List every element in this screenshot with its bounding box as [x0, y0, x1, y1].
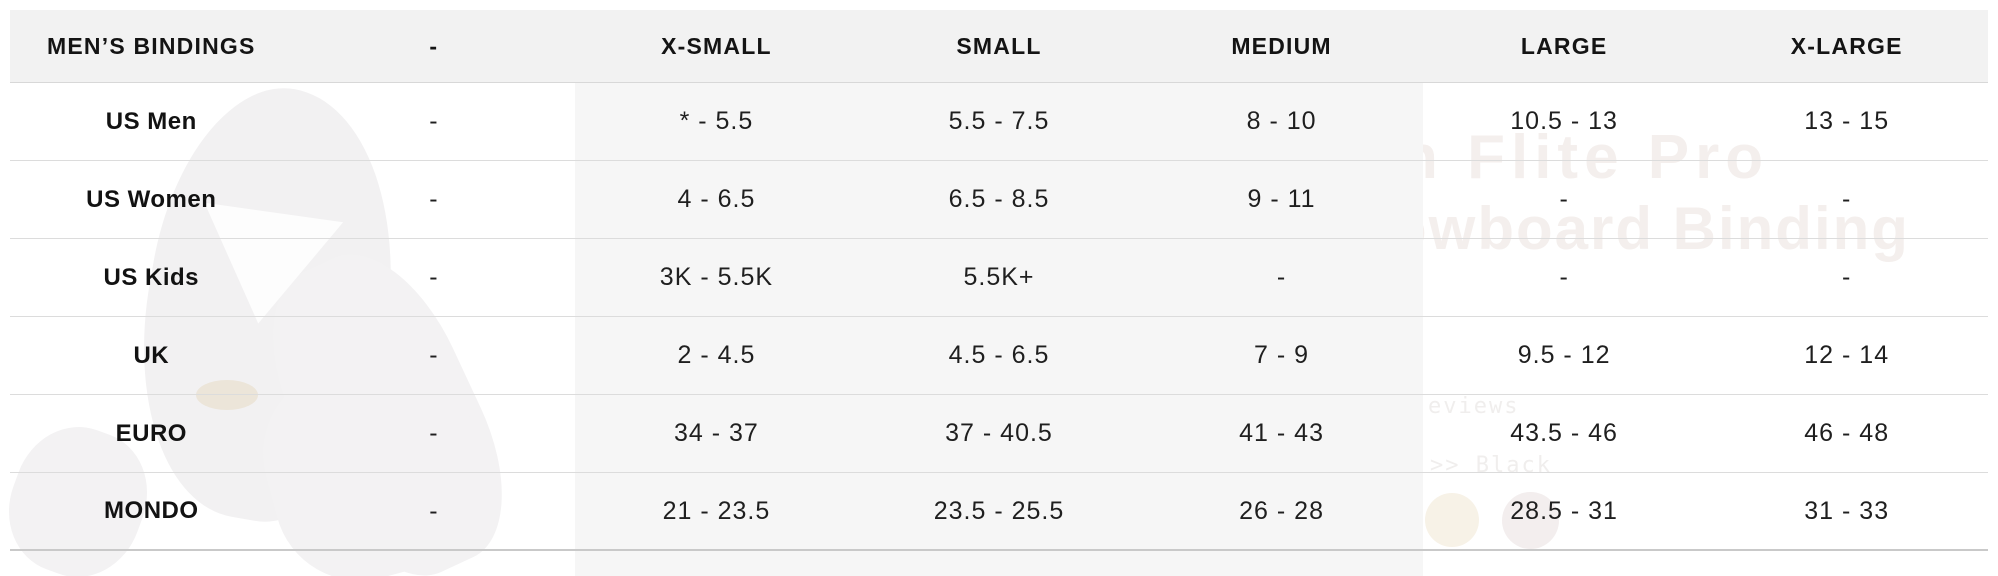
table-row-uk: UK - 2 - 4.5 4.5 - 6.5 7 - 9 9.5 - 12 12 - 14	[10, 317, 1988, 395]
size-cell: * - 5.5	[575, 83, 858, 160]
size-cell: 13 - 15	[1804, 107, 1890, 135]
empty-cell	[10, 551, 293, 576]
size-cell: 9 - 11	[1140, 161, 1423, 238]
size-cell: -	[429, 496, 439, 525]
size-cell: 5.5 - 7.5	[857, 83, 1141, 160]
column-header-small: SMALL	[956, 32, 1042, 59]
table-row-euro: EURO - 34 - 37 37 - 40.5 41 - 43 43.5 - 46 46 …	[10, 395, 1988, 473]
size-cell: -	[429, 341, 439, 369]
size-cell: -	[1559, 263, 1569, 291]
size-cell: 7 - 9	[1140, 317, 1423, 394]
size-cell: 23.5 - 25.5	[857, 473, 1141, 549]
size-cell: 4.5 - 6.5	[857, 317, 1141, 394]
size-cell: 5.5K+	[857, 239, 1141, 316]
size-cell: -	[1842, 263, 1852, 291]
column-header-dash: -	[429, 32, 439, 59]
size-cell: -	[429, 107, 439, 135]
watermark-product-title-line2: owboard Binding	[1390, 195, 1910, 262]
row-label: EURO	[115, 419, 187, 447]
empty-cell	[1705, 551, 1988, 576]
column-header-medium: MEDIUM	[1231, 32, 1332, 59]
size-cell: 9.5 - 12	[1517, 341, 1611, 369]
watermark-product-title-line1: n Flite Pro	[1400, 123, 1770, 192]
table-body: US Men - * - 5.5 5.5 - 7.5 8 - 10 10.5 - 13 13…	[10, 83, 1988, 551]
size-chart-table: MEN’S BINDINGS - X-SMALL SMALL MEDIUM LARGE X-…	[10, 10, 1988, 576]
table-header-row: MEN’S BINDINGS - X-SMALL SMALL MEDIUM LARGE X-…	[10, 10, 1988, 83]
size-cell: -	[1140, 239, 1423, 316]
size-cell: 41 - 43	[1140, 395, 1423, 472]
size-cell: 28.5 - 31	[1510, 496, 1618, 525]
size-cell: 37 - 40.5	[857, 395, 1141, 472]
watermark-color-swatch-1	[1425, 493, 1479, 547]
size-cell: 10.5 - 13	[1510, 107, 1618, 135]
empty-cell	[857, 551, 1141, 576]
size-cell: 8 - 10	[1140, 83, 1423, 160]
table-row-us-women: US Women - 4 - 6.5 6.5 - 8.5 9 - 11 - -	[10, 161, 1988, 239]
row-label: MONDO	[104, 497, 199, 524]
column-header-x-small: X-SMALL	[661, 32, 772, 59]
product-photo-watermark-highlight	[196, 380, 258, 410]
empty-cell	[1140, 551, 1423, 576]
empty-cell	[575, 551, 858, 576]
size-cell: 43.5 - 46	[1510, 419, 1618, 447]
size-cell: 12 - 14	[1804, 341, 1890, 369]
row-label: US Kids	[103, 263, 200, 291]
watermark-reviews-text: eviews	[1428, 394, 1520, 419]
size-cell: 31 - 33	[1804, 496, 1890, 525]
size-cell: -	[1559, 185, 1569, 213]
table-partial-next-row	[10, 551, 1988, 576]
size-cell: 26 - 28	[1140, 473, 1423, 549]
size-cell: 2 - 4.5	[575, 317, 858, 394]
column-header-men-s-bindings: MEN’S BINDINGS	[47, 32, 256, 59]
column-header-large: LARGE	[1520, 32, 1608, 59]
empty-cell	[1423, 551, 1706, 576]
size-cell: 3K - 5.5K	[575, 239, 858, 316]
size-cell: -	[1842, 185, 1852, 213]
row-label: US Men	[105, 107, 197, 135]
size-cell: 46 - 48	[1804, 419, 1890, 447]
size-cell: 21 - 23.5	[575, 473, 858, 549]
size-cell: 34 - 37	[575, 395, 858, 472]
size-cell: 6.5 - 8.5	[857, 161, 1141, 238]
size-cell: -	[429, 185, 439, 213]
size-cell: 4 - 6.5	[575, 161, 858, 238]
watermark-color-swatch-2	[1502, 492, 1559, 549]
table-row-us-kids: US Kids -3K - 5.5K 5.5K+ - - -	[10, 239, 1988, 317]
size-cell: -	[429, 419, 439, 447]
table-row-mondo: MONDO - 21 - 23.5 23.5 - 25.5 26 - 28 28.5 - …	[10, 473, 1988, 551]
column-header-x-large: X-LARGE	[1790, 32, 1903, 59]
watermark-color-name-text: >> Black	[1430, 453, 1552, 478]
size-cell: -	[429, 263, 439, 291]
row-label: UK	[133, 341, 170, 369]
row-label: US Women	[86, 185, 217, 213]
empty-cell	[293, 551, 576, 576]
table-row-us-men: US Men - * - 5.5 5.5 - 7.5 8 - 10 10.5 - 13 13…	[10, 83, 1988, 161]
